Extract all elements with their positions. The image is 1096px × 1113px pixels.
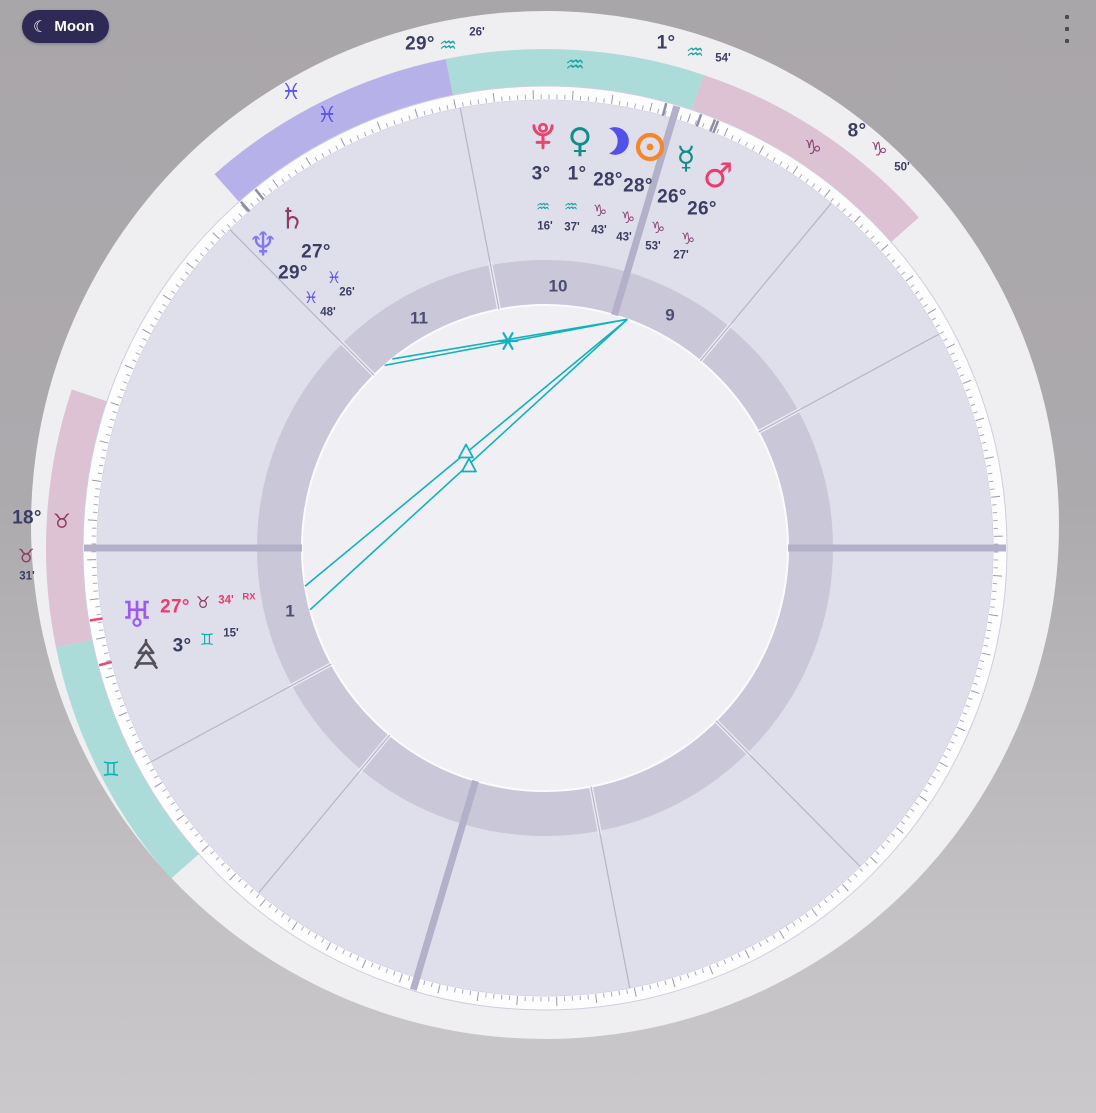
taurus-sign-icon: ♉ <box>17 545 35 568</box>
venus-sign-icon: ♒ <box>563 197 579 216</box>
house-number-9: 9 <box>665 305 675 325</box>
aquarius-sign-icon: ♒ <box>686 40 704 64</box>
kebab-dot <box>1065 27 1069 31</box>
neptune-sign-icon: ♓ <box>303 288 319 307</box>
saturn-sign-icon: ♓ <box>326 268 342 287</box>
mercury-planet-icon[interactable]: ☿ <box>676 140 696 177</box>
ascendant-degree: 18° <box>12 507 42 529</box>
kebab-dot <box>1065 39 1069 43</box>
venus-minutes: 37' <box>564 221 580 234</box>
capricorn-sign-icon: ♑ <box>870 138 888 161</box>
mercury-minutes: 53' <box>645 240 661 253</box>
neptune-degree: 29° <box>278 262 308 284</box>
mars-planet-icon[interactable]: ♂ <box>702 156 734 196</box>
house-number-11: 11 <box>410 308 428 328</box>
mars-minutes: 27' <box>673 249 689 262</box>
ascendant-minutes: 31' <box>19 570 35 583</box>
moon-degree: 28° <box>593 169 623 191</box>
sextile-aspect-icon <box>497 332 519 350</box>
saturn-minutes: 26' <box>339 286 355 299</box>
midheaven-degree: 1° <box>656 32 676 54</box>
mars-degree: 26° <box>687 198 717 220</box>
moon-planet-icon[interactable] <box>599 125 631 163</box>
house-number-1: 1 <box>285 601 295 621</box>
mercury-degree: 26° <box>657 186 687 208</box>
vesta-minutes: 15' <box>223 627 239 640</box>
house11-cusp-degree: 29° <box>405 33 435 55</box>
mercury-sign-icon: ♑ <box>650 218 666 237</box>
crescent-moon-icon: ☾ <box>33 16 48 36</box>
moon-chip[interactable]: ☾ Moon <box>22 10 110 43</box>
trine-aspect-icon <box>461 457 477 473</box>
pisces-sign-icon: ♓ <box>317 103 337 128</box>
house-number-10: 10 <box>548 276 568 296</box>
uranus-retrograde-badge: RX <box>242 591 256 603</box>
moon-chip-label: Moon <box>54 18 95 35</box>
pisces-sign-icon: ♓ <box>281 80 301 105</box>
venus-degree: 1° <box>567 163 587 185</box>
vesta-planet-icon[interactable] <box>133 638 160 675</box>
saturn-degree: 27° <box>301 241 331 263</box>
pluto-degree: 3° <box>531 163 551 185</box>
house9-cusp-degree: 8° <box>847 120 867 142</box>
saturn-planet-icon[interactable]: ♄ <box>279 201 305 236</box>
kebab-menu-button[interactable] <box>1059 13 1075 45</box>
capricorn-sign-icon: ♑ <box>804 135 822 159</box>
pluto-planet-icon[interactable] <box>531 122 555 158</box>
uranus-minutes: 34' <box>218 594 234 607</box>
neptune-minutes: 48' <box>320 306 336 319</box>
taurus-sign-icon: ♉ <box>53 509 71 533</box>
moon-sign-icon: ♑ <box>592 201 608 220</box>
kebab-dot <box>1065 15 1069 19</box>
vesta-sign-icon: ♊ <box>199 630 215 649</box>
midheaven-minutes: 54' <box>715 52 731 65</box>
pluto-sign-icon: ♒ <box>535 197 551 216</box>
neptune-planet-icon[interactable]: ♆ <box>248 224 278 264</box>
sun-sign-icon: ♑ <box>620 208 636 227</box>
mars-sign-icon: ♑ <box>680 229 696 248</box>
moon-minutes: 43' <box>591 224 607 237</box>
sun-planet-icon[interactable] <box>633 130 667 170</box>
pluto-minutes: 16' <box>537 220 553 233</box>
sun-minutes: 43' <box>616 231 632 244</box>
house9-cusp-minutes: 50' <box>894 161 910 174</box>
aquarius-sign-icon: ♒ <box>439 33 457 57</box>
vesta-degree: 3° <box>172 635 192 657</box>
gemini-sign-icon: ♊ <box>102 757 120 781</box>
uranus-sign-icon: ♉ <box>195 593 211 612</box>
trine-aspect-icon <box>458 443 474 459</box>
venus-planet-icon[interactable]: ♀ <box>567 121 593 161</box>
uranus-degree: 27° <box>160 596 190 618</box>
house11-cusp-minutes: 26' <box>469 26 485 39</box>
uranus-planet-icon[interactable]: ♅ <box>120 595 154 636</box>
sun-degree: 28° <box>623 175 653 197</box>
aquarius-sign-icon: ♒ <box>565 53 585 78</box>
